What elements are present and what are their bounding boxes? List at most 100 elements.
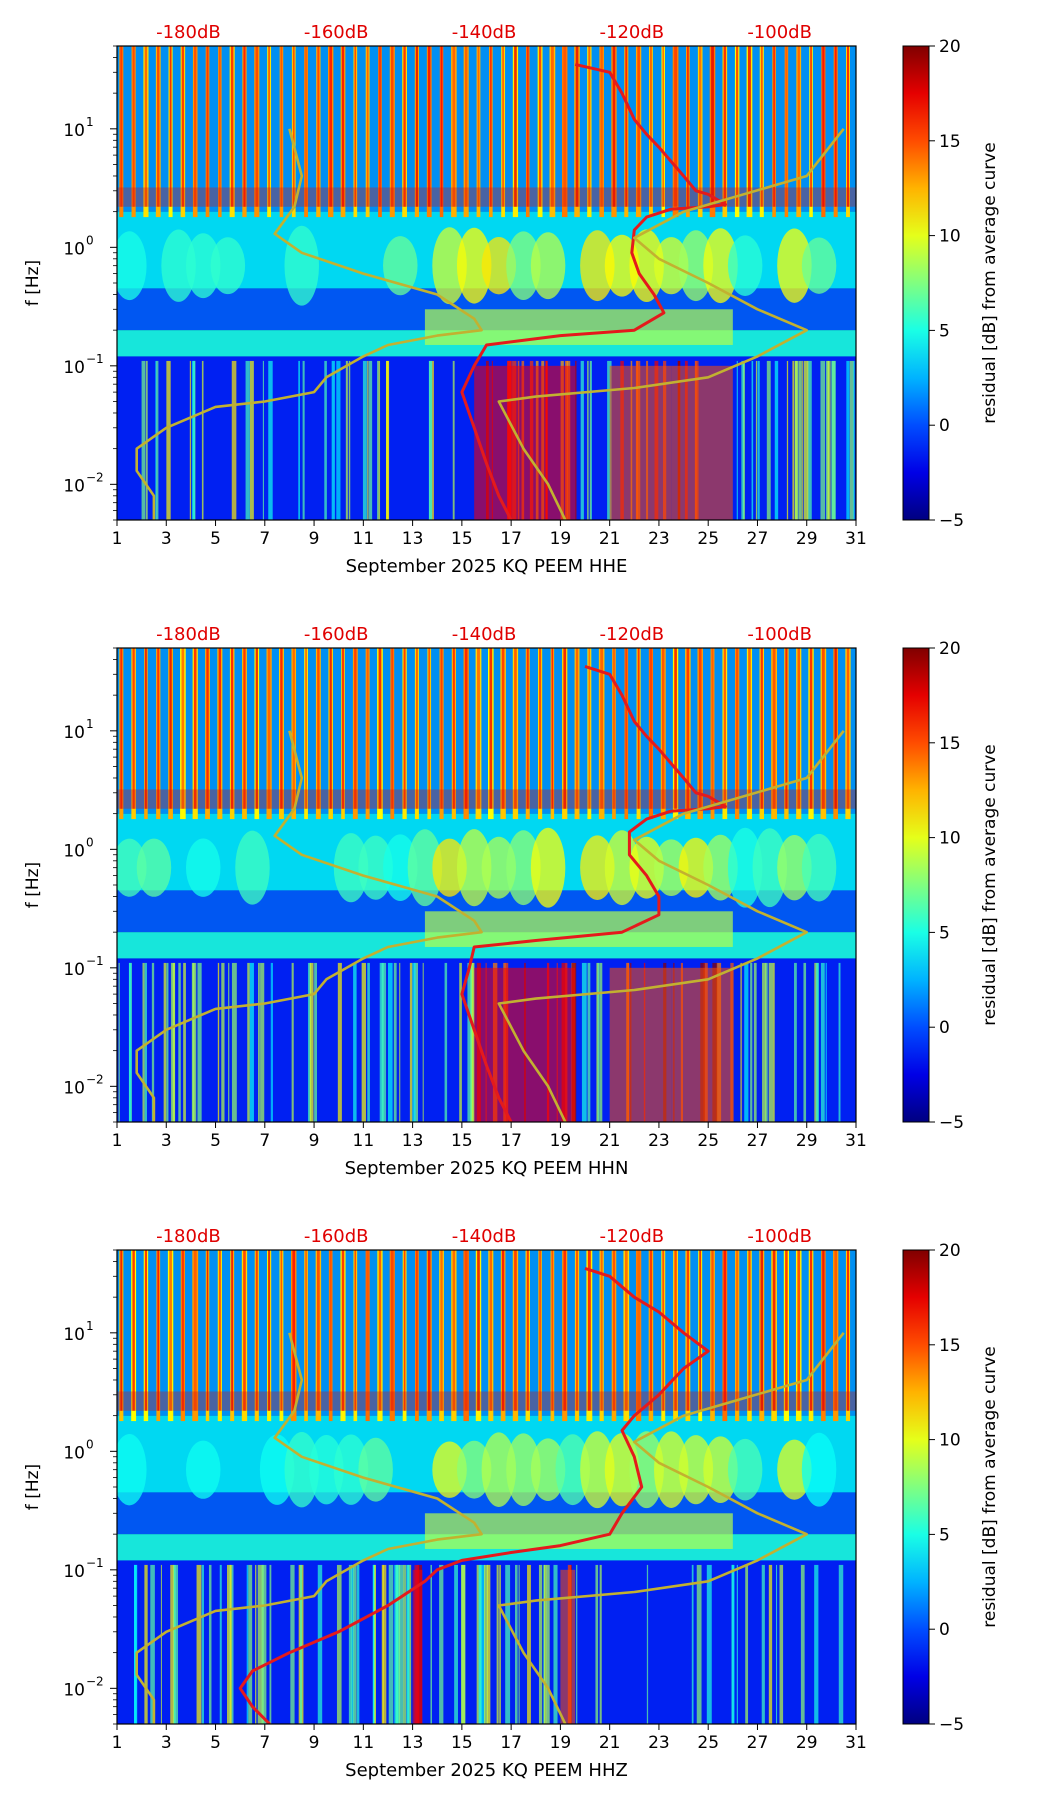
x-tick-label: 9 — [309, 1733, 320, 1753]
colorbar-tick-label: 10 — [939, 227, 961, 247]
x-tick-label: 9 — [309, 529, 320, 549]
colorbar-tick-label: 15 — [939, 1336, 961, 1356]
y-tick-exponent: 0 — [86, 1437, 94, 1451]
y-tick-label: 10 — [63, 1680, 85, 1700]
x-tick-label: 15 — [451, 529, 473, 549]
y-tick-label: 10 — [63, 358, 85, 378]
mean-psd-curve — [460, 664, 727, 1122]
y-tick-exponent: −1 — [86, 954, 104, 968]
y-tick-exponent: 1 — [86, 717, 94, 731]
colorbar-label: residual [dB] from average curve — [980, 744, 1000, 1025]
x-tick-label: 11 — [353, 1733, 375, 1753]
db-scale-label: -140dB — [452, 624, 517, 645]
colorbar-tick-label: 10 — [939, 829, 961, 849]
x-tick-label: 5 — [210, 1131, 221, 1151]
colorbar-tick-label: 0 — [939, 1620, 950, 1640]
x-tick-label: 5 — [210, 529, 221, 549]
db-scale-label: -120dB — [600, 1226, 665, 1247]
y-tick-exponent: −1 — [86, 1556, 104, 1570]
x-tick-label: 3 — [161, 1131, 172, 1151]
colorbar-tick-label: −5 — [939, 511, 964, 531]
db-scale-label: -140dB — [452, 22, 517, 43]
mean-psd-curve — [460, 62, 727, 520]
low-noise-model-curve — [135, 1332, 483, 1724]
x-tick-label: 21 — [599, 1733, 621, 1753]
db-scale-label: -160dB — [304, 22, 369, 43]
x-tick-label: 17 — [500, 529, 522, 549]
x-tick-label: 25 — [697, 1733, 719, 1753]
spectrogram-heatmap — [117, 1250, 856, 1724]
y-tick-exponent: −2 — [86, 470, 104, 484]
x-tick-label: 23 — [648, 529, 670, 549]
colorbar-tick-label: 20 — [939, 37, 961, 57]
db-scale-label: -120dB — [600, 624, 665, 645]
y-tick-label: 10 — [63, 841, 85, 861]
x-tick-label: 5 — [210, 1733, 221, 1753]
high-noise-model-curve — [497, 1331, 845, 1724]
colorbar-label: residual [dB] from average curve — [980, 1346, 1000, 1627]
x-tick-label: 27 — [747, 1131, 769, 1151]
db-scale-label: -180dB — [156, 1226, 221, 1247]
x-tick-label: 13 — [402, 1131, 424, 1151]
colorbar — [902, 45, 930, 521]
x-tick-label: 31 — [845, 1733, 867, 1753]
x-tick-label: 21 — [599, 529, 621, 549]
x-tick-label: 9 — [309, 1131, 320, 1151]
x-tick-label: 21 — [599, 1131, 621, 1151]
colorbar-tick-label: 10 — [939, 1431, 961, 1451]
low-noise-model-curve — [135, 128, 483, 520]
y-axis-label: f [Hz] — [23, 862, 43, 908]
x-tick-label: 15 — [451, 1131, 473, 1151]
y-tick-exponent: 1 — [86, 1319, 94, 1333]
spectrogram-panel-hhz: 1 3 5 7 9 11 13 15 17 19 21 23 25 27 29 31 10 −2 10 −1 10 0 10… — [0, 1204, 1052, 1806]
spectrogram-heatmap — [117, 648, 856, 1122]
colorbar-tick-label: −5 — [939, 1113, 964, 1133]
colorbar-label: residual [dB] from average curve — [980, 142, 1000, 423]
x-tick-label: 11 — [353, 1131, 375, 1151]
x-tick-label: 23 — [648, 1733, 670, 1753]
y-tick-label: 10 — [63, 723, 85, 743]
db-scale-label: -120dB — [600, 22, 665, 43]
colorbar-tick-label: 20 — [939, 1241, 961, 1261]
x-tick-label: 3 — [161, 529, 172, 549]
db-scale-label: -100dB — [747, 624, 812, 645]
colorbar-tick-label: 0 — [939, 1018, 950, 1038]
spectrogram-panel-hhe: 1 3 5 7 9 11 13 15 17 19 21 23 25 27 29 31 10 −2 10 −1 10 0 10… — [0, 0, 1052, 602]
high-noise-model-curve — [497, 729, 845, 1122]
colorbar-tick-label: 15 — [939, 734, 961, 754]
y-tick-exponent: −1 — [86, 352, 104, 366]
x-tick-label: 13 — [402, 529, 424, 549]
x-tick-label: 17 — [500, 1131, 522, 1151]
x-tick-label: 3 — [161, 1733, 172, 1753]
x-tick-label: 25 — [697, 1131, 719, 1151]
db-scale-label: -140dB — [452, 1226, 517, 1247]
x-tick-label: 19 — [550, 529, 572, 549]
x-tick-label: 31 — [845, 529, 867, 549]
x-tick-label: 15 — [451, 1733, 473, 1753]
x-axis-label: September 2025 KQ PEEM HHN — [345, 1158, 629, 1179]
y-tick-label: 10 — [63, 960, 85, 980]
x-tick-label: 1 — [112, 1131, 123, 1151]
x-tick-label: 7 — [259, 529, 270, 549]
y-tick-label: 10 — [63, 1562, 85, 1582]
spectrogram-heatmap — [117, 46, 856, 520]
x-tick-label: 27 — [747, 1733, 769, 1753]
x-tick-label: 25 — [697, 529, 719, 549]
x-tick-label: 13 — [402, 1733, 424, 1753]
db-scale-label: -100dB — [747, 22, 812, 43]
y-tick-exponent: −2 — [86, 1072, 104, 1086]
x-tick-label: 1 — [112, 529, 123, 549]
x-tick-label: 31 — [845, 1131, 867, 1151]
y-tick-label: 10 — [63, 239, 85, 259]
low-noise-model-curve — [135, 730, 483, 1122]
y-tick-label: 10 — [63, 476, 85, 496]
db-scale-label: -100dB — [747, 1226, 812, 1247]
colorbar — [902, 647, 930, 1123]
y-tick-exponent: 1 — [86, 115, 94, 129]
x-tick-label: 29 — [796, 1131, 818, 1151]
x-tick-label: 7 — [259, 1733, 270, 1753]
x-tick-label: 27 — [747, 529, 769, 549]
y-tick-label: 10 — [63, 121, 85, 141]
db-scale-label: -180dB — [156, 22, 221, 43]
x-tick-label: 23 — [648, 1131, 670, 1151]
